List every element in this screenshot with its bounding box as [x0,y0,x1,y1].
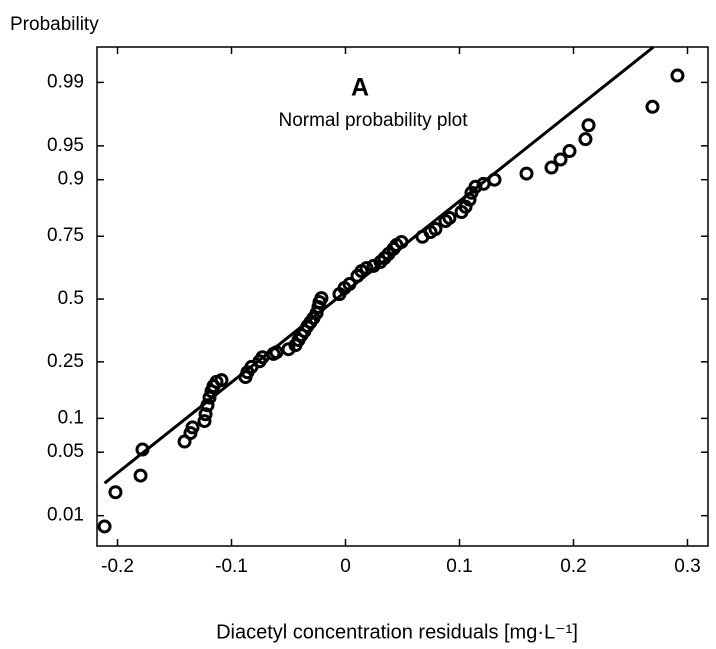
data-point [135,442,150,457]
data-point [198,407,213,422]
chart-title: A [351,74,369,102]
y-tick-label: 0.75 [47,225,84,246]
data-point [97,519,112,534]
data-point [269,345,284,360]
data-point [562,144,577,159]
y-tick-label: 0.9 [58,169,84,190]
y-tick-label: 0.05 [47,441,84,462]
data-point [428,221,443,236]
data-point [133,468,148,483]
x-tick-label: -0.1 [215,556,248,577]
y-axis-label: Probability [10,14,99,35]
data-point [394,234,409,249]
data-point [468,179,483,194]
x-tick-label: 0.3 [674,556,700,577]
y-tick-label: 0.95 [47,135,84,156]
chart-subtitle: Normal probability plot [278,110,468,131]
x-tick-label: 0 [340,556,351,577]
data-point [553,152,568,167]
data-point [578,132,593,147]
data-point [185,420,200,435]
y-tick-label: 0.25 [47,351,84,372]
data-point [342,277,357,292]
y-tick-label: 0.1 [58,407,84,428]
x-axis-label: Diacetyl concentration residuals [mg·L⁻¹… [216,621,578,643]
data-point [200,398,215,413]
x-tick-label: 0.2 [560,556,586,577]
y-tick-label: 0.5 [58,288,84,309]
x-tick-label: 0.1 [446,556,472,577]
data-point [487,172,502,187]
data-point [670,68,685,83]
data-point [108,485,123,500]
data-point [581,118,596,133]
data-point [359,261,374,276]
data-point [544,160,559,175]
data-point [519,166,534,181]
data-point [214,373,229,388]
x-tick-label: -0.2 [101,556,134,577]
data-point [645,99,660,114]
y-tick-label: 0.99 [47,71,84,92]
y-tick-label: 0.01 [47,505,84,526]
data-point [202,390,217,405]
data-point [197,414,212,429]
data-point [442,210,457,225]
plot-frame [96,46,709,547]
data-point [314,291,329,306]
data-point [462,192,477,207]
